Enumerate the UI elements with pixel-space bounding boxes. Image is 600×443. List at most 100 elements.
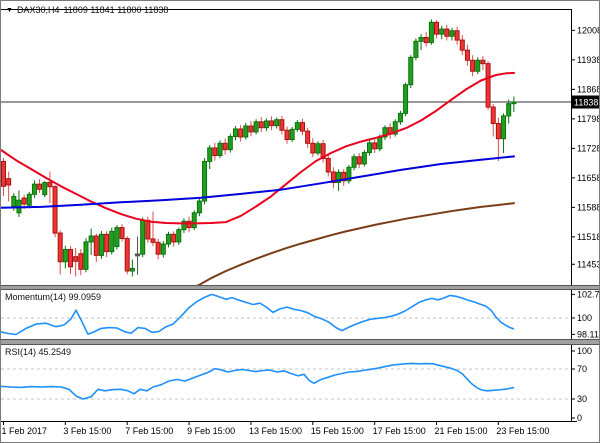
rsi-line: [1, 362, 515, 400]
ma-blue: [1, 155, 515, 209]
candle-body: [325, 157, 331, 173]
candle-body: [274, 119, 280, 127]
time-axis-label: 21 Feb 15:00: [435, 426, 488, 436]
time-axis-label: 1 Feb 2017: [2, 426, 48, 436]
symbol-dropdown-icon[interactable]: ▼: [6, 6, 13, 14]
current-price-value: 11838: [574, 98, 598, 108]
candle-body: [62, 249, 68, 263]
candle-body: [444, 28, 450, 37]
momentum-axis-label: 98.1164: [577, 329, 600, 339]
candle-body: [52, 186, 58, 234]
candle-body: [238, 128, 244, 138]
rsi-indicator-title: RSI(14) 45.2549: [5, 347, 72, 357]
candle-body: [1, 160, 6, 187]
candle-body: [418, 37, 424, 42]
candle-body: [330, 171, 336, 183]
panel-separator: [1, 339, 599, 345]
candle-body: [155, 241, 161, 255]
candle-body: [42, 181, 48, 196]
time-axis-label: 23 Feb 15:00: [496, 426, 549, 436]
candle-body: [109, 230, 115, 253]
candle-body: [207, 147, 213, 162]
candle-body: [57, 232, 63, 263]
candle-body: [403, 84, 409, 114]
candle-body: [186, 220, 192, 229]
candle-body: [495, 122, 501, 140]
time-axis-label: 13 Feb 15:00: [249, 426, 302, 436]
candle-body: [98, 233, 104, 256]
candle-body: [181, 220, 187, 231]
candle-body: [119, 227, 125, 240]
candle-body: [372, 142, 378, 150]
time-axis[interactable]: [1, 421, 599, 442]
rsi-axis-label: 100: [577, 346, 592, 356]
chart-title-bar: ▼ DAX30,H4 11809 11841 11800 11838: [6, 5, 168, 15]
price-axis[interactable]: [571, 9, 599, 421]
time-axis-label: 17 Feb 15:00: [373, 426, 426, 436]
candle-body: [129, 267, 135, 272]
candle-body: [114, 227, 120, 248]
candle-body: [232, 128, 238, 138]
candle-body: [475, 59, 481, 72]
current-price-tag: [572, 95, 599, 109]
candle-body: [37, 183, 43, 190]
candle-body: [222, 142, 228, 151]
price-axis-label: 11868: [577, 84, 600, 94]
candle-body: [490, 106, 496, 124]
momentum-axis-label: 102.7195: [577, 289, 600, 299]
candle-body: [336, 171, 342, 183]
candle-body: [454, 30, 460, 41]
candle-body: [284, 129, 290, 141]
candle-body: [124, 238, 130, 272]
time-axis-label: 15 Feb 15:00: [311, 426, 364, 436]
candle-body: [217, 142, 223, 157]
time-axis-label: 9 Feb 15:00: [187, 426, 235, 436]
candle-body: [165, 233, 171, 245]
candle-body: [485, 63, 491, 108]
candle-body: [356, 156, 362, 165]
momentum-line: [1, 293, 515, 336]
candle-body: [434, 21, 440, 35]
candle-body: [258, 121, 264, 129]
candle-body: [31, 183, 37, 195]
candle-body: [269, 120, 275, 127]
candle-body: [408, 56, 414, 86]
candle-body: [279, 119, 285, 131]
symbol-period-label: DAX30,H4: [16, 5, 60, 15]
rsi-axis-label: 70: [577, 364, 587, 374]
ma-red: [1, 71, 515, 225]
price-axis-label: 11728: [577, 143, 600, 153]
candle-body: [382, 127, 388, 138]
candle-body: [88, 235, 94, 243]
candle-body: [83, 241, 89, 270]
rsi-axis-label: 30: [577, 394, 587, 404]
price-axis-label: 12008: [577, 25, 600, 35]
price-axis-label: 11588: [577, 202, 600, 212]
candle-body: [449, 30, 455, 37]
main-price-chart-area[interactable]: [1, 9, 571, 285]
candle-body: [397, 112, 403, 123]
time-axis-label: 3 Feb 15:00: [63, 426, 111, 436]
candle-body: [26, 193, 32, 206]
candle-body: [305, 130, 311, 144]
candle-body: [212, 147, 218, 157]
candle-body: [423, 37, 429, 44]
candle-body: [243, 125, 249, 138]
candle-body: [428, 21, 434, 44]
ohlc-values-label: 11809 11841 11800 11838: [63, 5, 169, 15]
candle-body: [68, 249, 74, 268]
rsi-panel[interactable]: [1, 345, 571, 421]
rsi-axis-label: 0: [577, 413, 582, 423]
candle-body: [351, 156, 357, 168]
candle-body: [196, 200, 202, 214]
candle-body: [191, 212, 197, 229]
candle-body: [439, 28, 445, 35]
candle-body: [315, 143, 321, 154]
candle-body: [47, 181, 53, 188]
candle-body: [253, 121, 259, 133]
price-axis-label: 11453: [577, 259, 600, 269]
candle-body: [202, 160, 208, 202]
ma-brown: [195, 202, 515, 288]
candle-body: [289, 128, 295, 141]
